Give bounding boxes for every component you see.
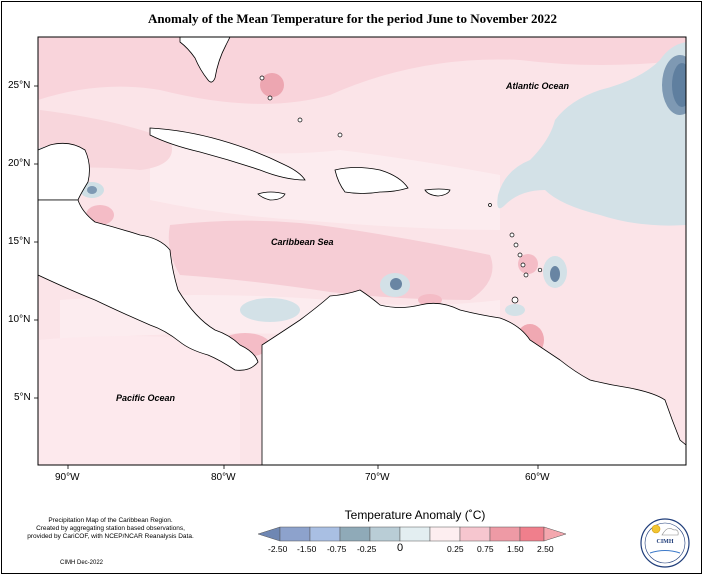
legend-tick-8: 2.50 xyxy=(537,544,554,554)
atlantic-cool xyxy=(497,37,686,226)
bahamas-warm xyxy=(260,73,284,97)
lesser-antilles xyxy=(259,75,543,304)
legend-tick-1: -1.50 xyxy=(297,544,317,554)
credit-text: Precipitation Map of the Caribbean Regio… xyxy=(18,517,203,541)
lat-label-10: 10°N xyxy=(8,314,31,325)
legend-swatch-2 xyxy=(309,526,341,542)
credit-line1: Precipitation Map of the Caribbean Regio… xyxy=(48,517,173,524)
credit-line3: provided by CariCOF, with NCEP/NCAR Rean… xyxy=(27,533,194,540)
legend-title: Temperature Anomaly (˚C) xyxy=(344,508,486,522)
legend-swatch-4 xyxy=(369,526,401,542)
legend-tick-6: 0.75 xyxy=(477,544,494,554)
pacific-ocean-label: Pacific Ocean xyxy=(116,393,176,403)
lat-label-5: 5°N xyxy=(14,392,31,403)
landmass xyxy=(38,37,686,465)
legend-swatch-9 xyxy=(519,526,545,542)
legend-tick-3: -0.25 xyxy=(357,544,377,554)
legend-tick-7: 1.50 xyxy=(507,544,524,554)
map-title: Anomaly of the Mean Temperature for the … xyxy=(147,11,558,26)
lon-label-60: 60°W xyxy=(525,472,550,483)
legend-tick-2: -0.75 xyxy=(327,544,347,554)
caribbean-sea-label: Caribbean Sea xyxy=(271,237,334,247)
lon-label-90: 90°W xyxy=(55,472,80,483)
legend-swatch-1 xyxy=(279,526,311,542)
lesser-warm xyxy=(518,254,538,274)
legend-swatch-7 xyxy=(459,526,491,542)
lat-label-15: 15°N xyxy=(8,236,31,247)
legend-swatch-0 xyxy=(257,526,281,542)
lat-label-20: 20°N xyxy=(8,158,31,169)
trinidad-cool xyxy=(505,304,525,316)
legend-swatch-3 xyxy=(339,526,371,542)
axis-ticks xyxy=(34,85,539,469)
legend-swatch-10 xyxy=(543,526,567,542)
legend-swatch-8 xyxy=(489,526,521,542)
caribbean-warm xyxy=(168,220,493,300)
map-border xyxy=(37,36,687,466)
aruba-cool-core xyxy=(390,278,402,290)
lon-label-80: 80°W xyxy=(211,472,236,483)
belize-cool-core xyxy=(87,186,97,194)
honduras-cool xyxy=(240,298,300,322)
atlantic-cool-core2 xyxy=(672,63,686,107)
pacific-pale xyxy=(38,336,240,465)
legend-swatch-6 xyxy=(429,526,461,542)
legend-tick-5: 0.25 xyxy=(447,544,464,554)
antilles-cool-core xyxy=(550,266,560,282)
credit-line2: Created by aggregating station based obs… xyxy=(36,525,185,532)
credit-date: CIMH Dec-2022 xyxy=(60,560,104,566)
lon-label-70: 70°W xyxy=(365,472,390,483)
cimh-logo xyxy=(640,518,690,568)
legend-colorbar xyxy=(257,526,567,542)
lat-label-25: 25°N xyxy=(8,80,31,91)
atlantic-ocean-label: Atlantic Ocean xyxy=(506,81,570,91)
legend-tick-0: -2.50 xyxy=(268,544,288,554)
legend-swatch-5 xyxy=(399,526,431,542)
legend-tick-4: 0 xyxy=(397,542,404,554)
logo-text: CIMH xyxy=(656,539,674,545)
